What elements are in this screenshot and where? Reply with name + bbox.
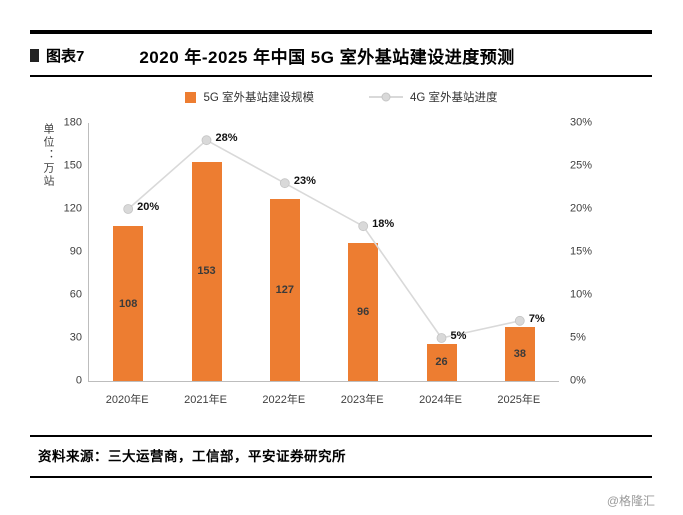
left-axis-tick-label: 180 — [63, 116, 82, 129]
bar: 26 — [426, 343, 457, 381]
bar-value-label: 153 — [197, 265, 216, 278]
watermark: @格隆汇 — [606, 494, 655, 508]
source-note: 资料来源：三大运营商，工信部，平安证券研究所 — [38, 449, 346, 464]
legend-item-bar: 5G 室外基站建设规模 — [185, 89, 314, 105]
left-axis-tick-label: 90 — [69, 245, 82, 258]
left-axis-title: 单位：万站 — [42, 123, 54, 188]
header-divider — [30, 75, 652, 77]
right-axis-tick-label: 25% — [570, 159, 593, 172]
right-axis-tick-label: 20% — [570, 202, 593, 215]
line-point-label: 23% — [293, 175, 316, 188]
bar: 127 — [269, 198, 300, 381]
right-axis-tick-label: 5% — [570, 331, 586, 344]
figure-label: 图表7 — [46, 48, 85, 65]
line-marker — [358, 221, 369, 232]
bar-value-label: 38 — [513, 347, 526, 360]
line-marker — [279, 178, 290, 189]
right-axis-tick-label: 30% — [570, 116, 593, 129]
figure-title: 2020 年-2025 年中国 5G 室外基站建设进度预测 — [139, 48, 515, 67]
x-axis-tick-label: 2023年E — [340, 394, 384, 406]
bar-value-label: 108 — [118, 297, 138, 310]
line-point-label: 7% — [528, 312, 545, 325]
x-axis-tick-label: 2022年E — [262, 394, 306, 406]
left-axis-ticks: 0 30 60 90 120 150 180 — [56, 117, 84, 386]
line-point-label: 5% — [450, 330, 467, 342]
x-axis-tick-label: 2020年E — [105, 394, 149, 406]
x-axis-tick-label: 2021年E — [184, 394, 227, 406]
right-axis-ticks: 0% 5% 10% 15% 20% 25% 30% — [564, 117, 606, 386]
report-figure: 图表7 2020 年-2025 年中国 5G 室外基站建设进度预测 5G 室外基… — [0, 30, 683, 508]
line-point-label: 18% — [372, 218, 395, 231]
bar: 153 — [191, 161, 222, 381]
line-point-label: 28% — [215, 132, 238, 145]
left-axis-tick-label: 150 — [63, 159, 82, 172]
top-rule — [30, 30, 652, 34]
legend-label-bar: 5G 室外基站建设规模 — [203, 92, 314, 104]
line-marker — [514, 315, 525, 326]
line-series-swatch — [369, 92, 403, 102]
figure-bullet — [30, 49, 39, 62]
plot-area: 108 153 127 96 26 38 20% 28% 23% 18% 5% 7% — [88, 123, 559, 382]
x-axis-labels: 2020年E 2021年E 2022年E 2023年E 2024年E 2025年E — [88, 385, 558, 406]
line-point-labels: 20% 28% 23% 18% 5% 7% — [89, 123, 559, 381]
left-axis-tick-label: 60 — [69, 288, 82, 301]
left-axis-tick-label: 120 — [63, 202, 82, 215]
x-axis-tick-label: 2024年E — [419, 394, 462, 406]
line-series — [123, 135, 525, 343]
line-marker — [123, 204, 134, 214]
right-axis-tick-label: 10% — [570, 288, 593, 301]
bar-series: 108 153 127 96 26 38 — [89, 123, 559, 381]
source-divider-bottom — [30, 476, 652, 478]
line-marker — [201, 135, 212, 146]
chart-area: 单位：万站 0 30 60 90 120 150 180 108 153 127 96 26 38 2… — [38, 109, 645, 409]
left-axis-tick-label: 0 — [75, 374, 82, 387]
bar-value-label: 26 — [435, 356, 448, 369]
source-divider-top — [30, 435, 652, 437]
right-axis-tick-label: 15% — [570, 245, 593, 258]
right-axis-tick-label: 0% — [570, 374, 586, 387]
line-point-label: 20% — [137, 201, 160, 213]
legend-item-line: 4G 室外基站进度 — [369, 89, 498, 105]
bar-value-label: 96 — [357, 306, 370, 319]
legend-label-line: 4G 室外基站进度 — [410, 92, 498, 104]
line-marker — [436, 333, 447, 343]
bar: 38 — [504, 326, 535, 381]
left-axis-tick-label: 30 — [69, 331, 82, 344]
chart-legend: 5G 室外基站建设规模 4G 室外基站进度 — [0, 89, 683, 105]
line-series-marker — [381, 92, 391, 102]
bar-value-label: 127 — [275, 283, 294, 296]
x-axis-tick-label: 2025年E — [497, 394, 541, 406]
figure-header: 图表7 2020 年-2025 年中国 5G 室外基站建设进度预测 — [30, 34, 653, 75]
bar: 108 — [113, 226, 144, 381]
bar-series-swatch — [185, 91, 197, 103]
bar: 96 — [348, 243, 379, 381]
